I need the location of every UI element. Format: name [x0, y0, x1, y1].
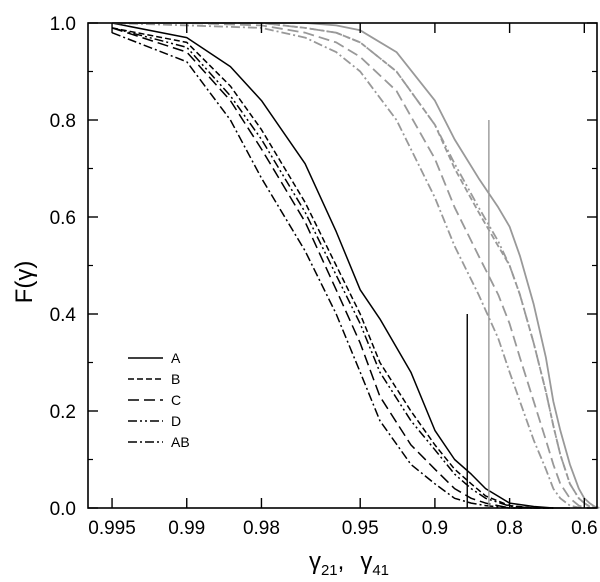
marker-layer — [466, 120, 490, 508]
series-line-gamma21-b — [111, 27, 554, 509]
series-line-gamma21-d — [111, 27, 554, 509]
y-tick-label: 0.8 — [50, 111, 76, 132]
x-axis-label-separator: , — [338, 548, 345, 575]
y-tick-label: 0.6 — [50, 208, 76, 229]
x-tick-label: 0.6 — [571, 518, 597, 539]
y-axis-label-suffix: ) — [11, 261, 38, 269]
y-axis-label: F(γ) — [11, 261, 38, 304]
tick-layer: 0.995 0.99 0.98 0.95 0.9 0.8 0.6 0.0 0.2 0.4 0.6 0.… — [50, 14, 598, 539]
legend-label-ab: AB — [171, 434, 190, 450]
plot-frame — [87, 22, 598, 509]
series-line-gamma21-c — [111, 27, 554, 509]
series-line-gamma41-a — [112, 22, 600, 509]
y-axis-label-symbol: γ — [11, 269, 38, 281]
x-axis-label-subscript-1: 21 — [321, 562, 338, 579]
legend-label-a: A — [171, 350, 181, 366]
y-tick-label: 0.0 — [50, 499, 76, 520]
x-tick-label: 0.995 — [88, 518, 136, 539]
series-line-gamma41-c — [112, 22, 590, 509]
legend-label-b: B — [171, 371, 180, 387]
legend-label-c: C — [171, 392, 181, 408]
x-tick-label: 0.8 — [496, 518, 522, 539]
y-tick-label: 1.0 — [50, 14, 76, 35]
legend-label-d: D — [171, 413, 181, 429]
series-layer — [111, 22, 600, 509]
series-line-gamma41-d — [112, 22, 595, 509]
x-tick-label: 0.95 — [342, 518, 379, 539]
y-tick-label: 0.4 — [50, 305, 77, 326]
x-axis-label-subscript-2: 41 — [372, 562, 389, 579]
series-line-gamma41-ab — [111, 22, 585, 509]
y-axis-label-prefix: F( — [11, 281, 38, 304]
x-axis-label-symbol-1: γ — [309, 548, 321, 575]
x-tick-label: 0.99 — [168, 518, 205, 539]
series-line-gamma41-b — [112, 22, 595, 509]
y-tick-label: 0.2 — [50, 402, 76, 423]
x-tick-label: 0.98 — [243, 518, 280, 539]
x-axis-label: γ21, γ41 — [309, 548, 389, 579]
x-tick-label: 0.9 — [422, 518, 448, 539]
series-line-gamma21-ab — [111, 32, 554, 509]
x-axis-label-symbol-2: γ — [360, 548, 372, 575]
series-line-gamma21-a — [111, 22, 570, 509]
